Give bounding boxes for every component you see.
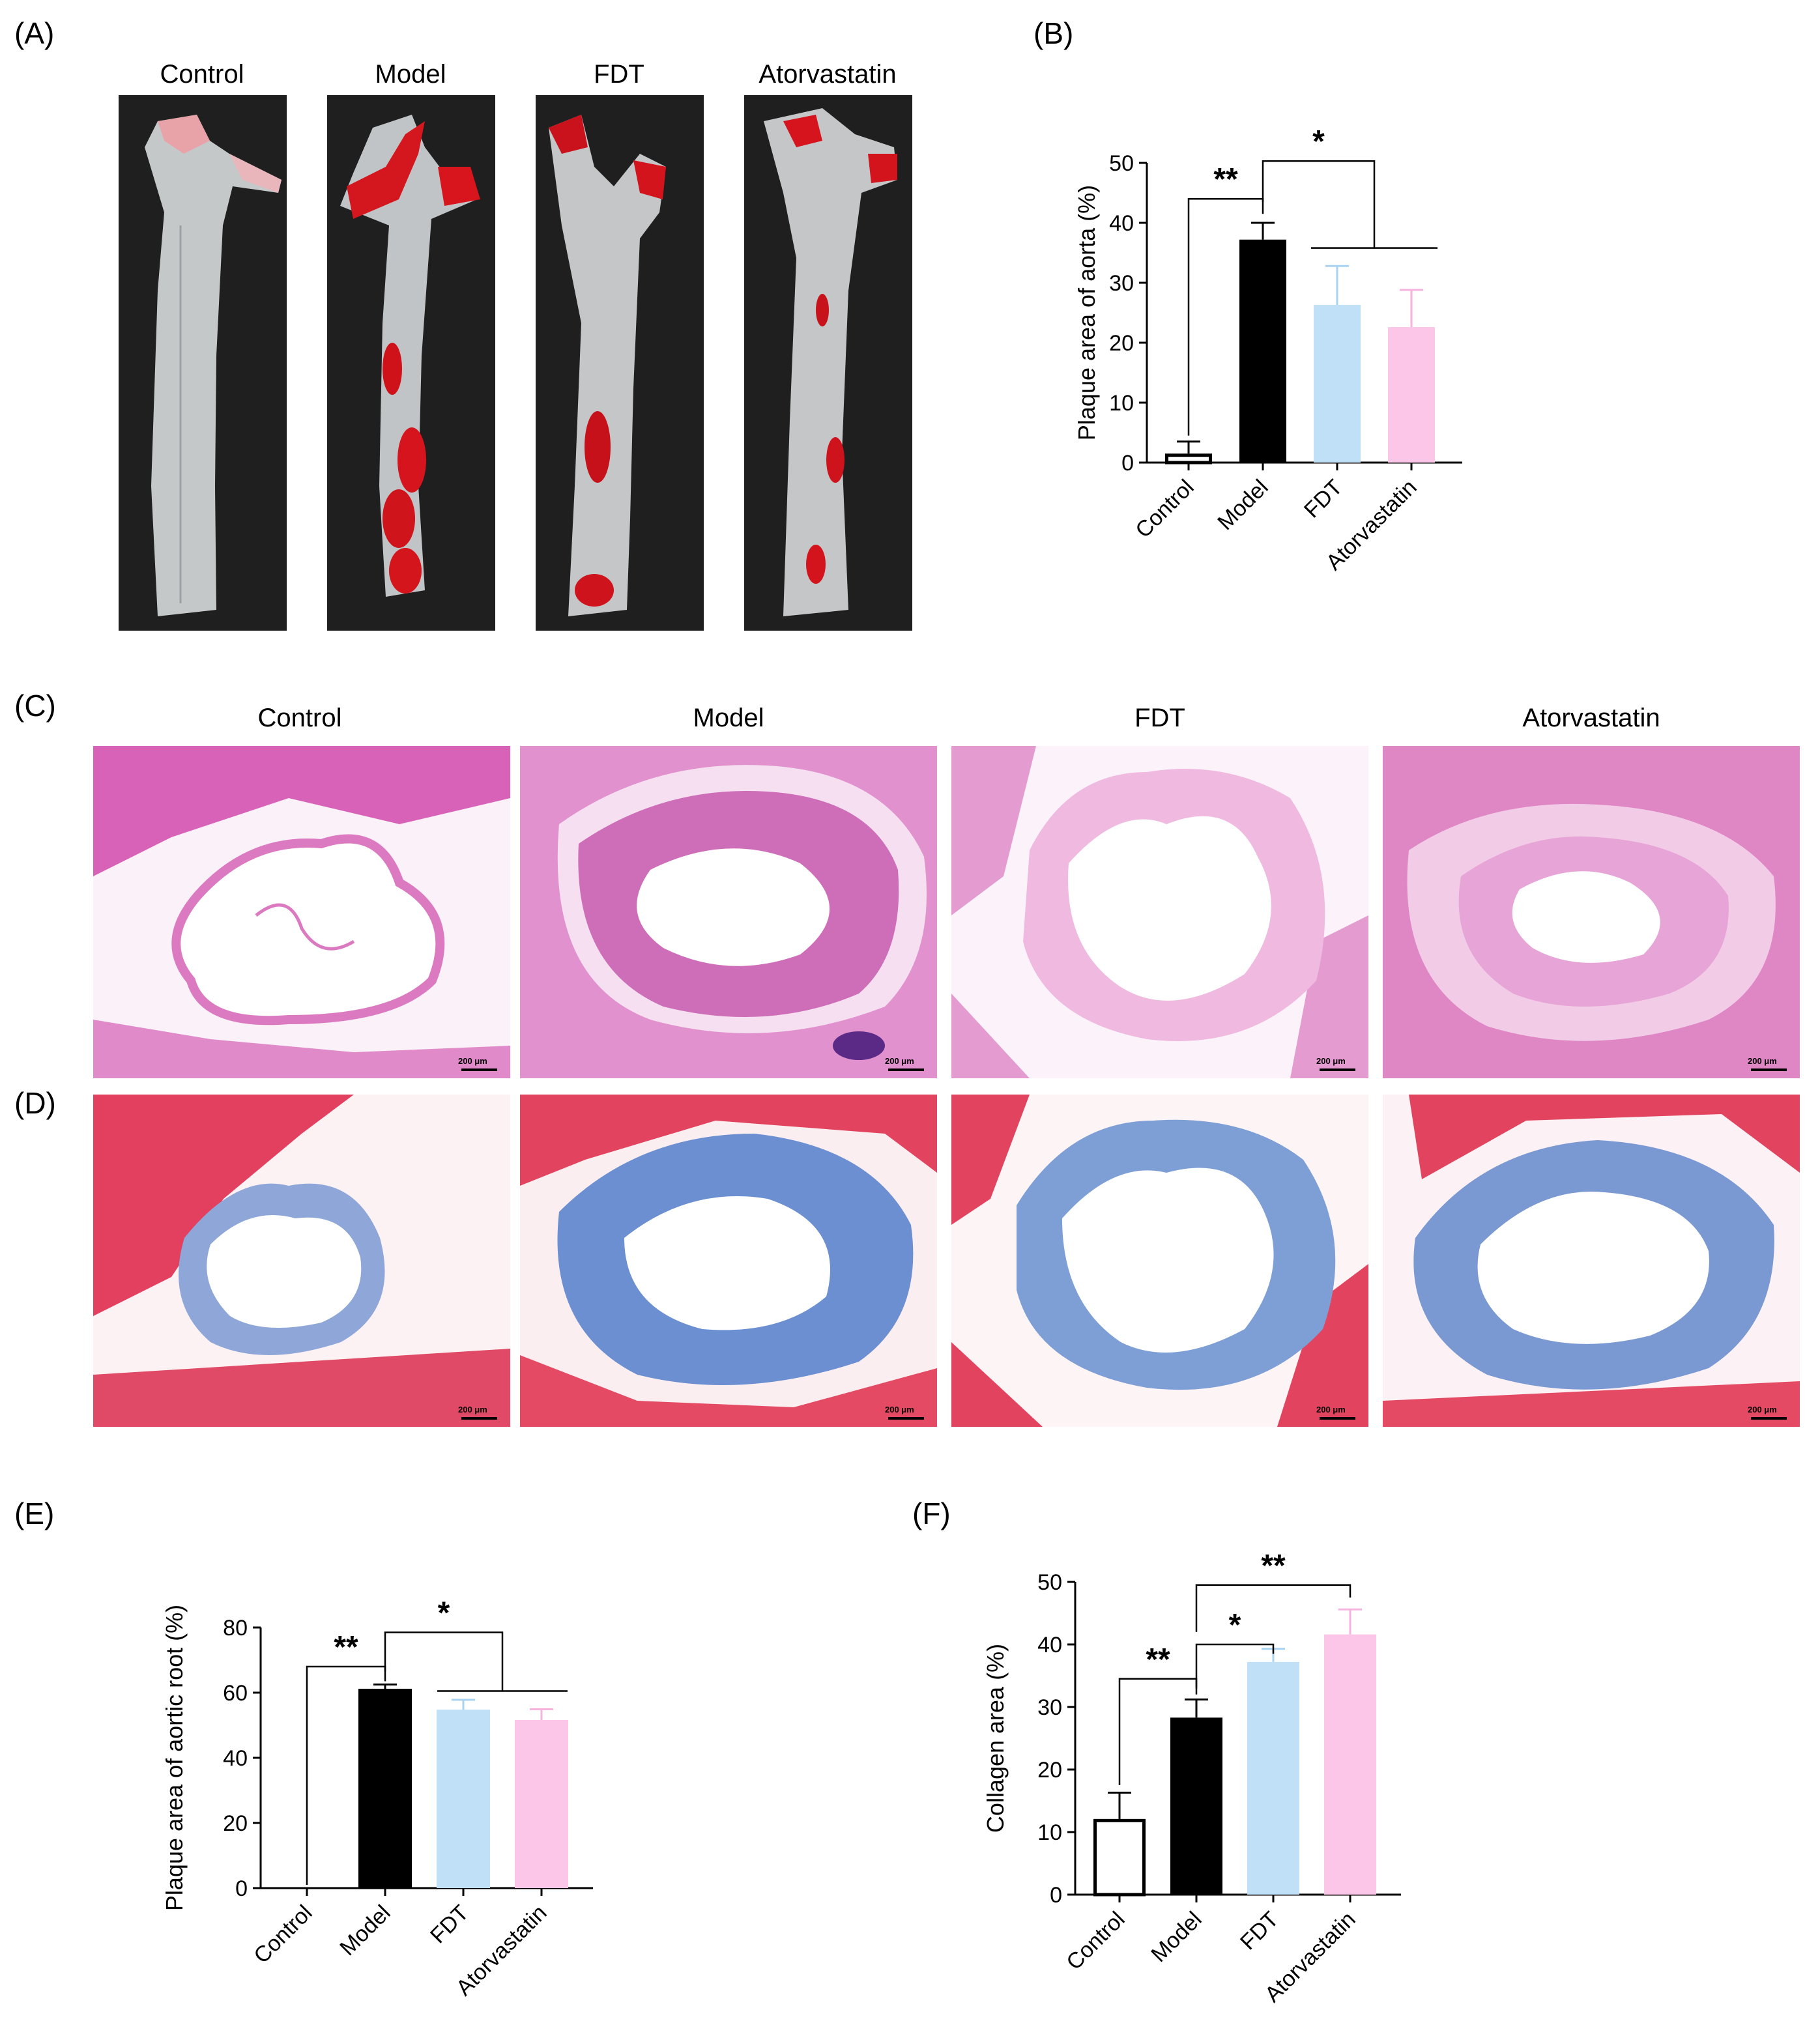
x-tick-label-model: Model xyxy=(335,1900,395,1960)
bar-control xyxy=(1165,453,1212,465)
aorta-photo-model xyxy=(327,95,495,631)
panel-label-c: (C) xyxy=(14,689,56,723)
group-label-model: Model xyxy=(375,60,446,89)
significance-bracket xyxy=(1262,160,1376,248)
scale-bar-label: 200 μm xyxy=(885,1405,914,1414)
aorta-photo-control xyxy=(119,95,287,631)
y-tick-label: 40 xyxy=(1109,211,1134,236)
group-label-fdt: FDT xyxy=(594,60,644,89)
bar-atorvastatin xyxy=(515,1720,568,1888)
bar-fdt xyxy=(1247,1661,1299,1895)
y-tick-label: 60 xyxy=(223,1681,248,1706)
y-tick-label: 40 xyxy=(223,1746,248,1771)
plaque-area-aortic-root-chart: 0 20 40 60 80 Plaque area of aortic root (%) C… xyxy=(161,1596,593,2001)
he-section-fdt: 200 μm xyxy=(951,746,1368,1078)
significance-bracket xyxy=(1195,1643,1275,1689)
he-group-label-atorvastatin: Atorvastatin xyxy=(1522,704,1660,732)
scale-bar-label: 200 μm xyxy=(458,1405,487,1414)
bar-fdt xyxy=(437,1710,490,1888)
scale-bar-label: 200 μm xyxy=(1748,1405,1777,1414)
x-tick-label-model: Model xyxy=(1213,475,1273,535)
he-section-atorvastatin: 200 μm xyxy=(1383,746,1800,1078)
y-tick-label: 0 xyxy=(1121,451,1134,476)
y-tick-label: 10 xyxy=(1109,391,1134,416)
y-tick-label: 10 xyxy=(1037,1820,1062,1845)
masson-section-fdt: 200 μm xyxy=(951,1095,1368,1427)
bar-atorvastatin xyxy=(1388,327,1435,463)
masson-section-model: 200 μm xyxy=(520,1095,937,1427)
y-axis-label: Plaque area of aorta (%) xyxy=(1073,185,1100,440)
significance-label: ** xyxy=(334,1630,358,1665)
y-tick-label: 20 xyxy=(1037,1758,1062,1783)
y-tick-label: 0 xyxy=(235,1876,248,1901)
panel-label-b: (B) xyxy=(1033,16,1074,50)
y-tick-label: 50 xyxy=(1109,151,1134,176)
panel-label-e: (E) xyxy=(14,1497,55,1530)
y-tick-label: 20 xyxy=(1109,331,1134,356)
significance-bracket xyxy=(1187,197,1264,436)
y-tick-label: 40 xyxy=(1037,1633,1062,1657)
significance-label: * xyxy=(438,1596,450,1631)
y-axis-label: Collagen area (%) xyxy=(982,1644,1009,1833)
group-label-control: Control xyxy=(160,60,244,89)
x-tick-label-fdt: FDT xyxy=(1299,475,1348,523)
masson-section-control: 200 μm xyxy=(93,1095,510,1427)
panel-label-d: (D) xyxy=(14,1086,56,1120)
significance-bracket xyxy=(306,1665,386,1885)
x-tick-label-fdt: FDT xyxy=(1235,1907,1284,1955)
significance-label: ** xyxy=(1213,162,1238,197)
bar-fdt xyxy=(1314,305,1361,463)
y-tick-label: 50 xyxy=(1037,1570,1062,1595)
scale-bar-label: 200 μm xyxy=(885,1056,914,1066)
x-tick-label-control: Control xyxy=(249,1900,317,1968)
x-tick-label-model: Model xyxy=(1146,1907,1206,1967)
masson-section-atorvastatin: 200 μm xyxy=(1383,1095,1800,1427)
panel-label-f: (F) xyxy=(912,1497,951,1530)
scale-bar-label: 200 μm xyxy=(1748,1056,1777,1066)
he-section-control: 200 μm xyxy=(93,746,510,1078)
significance-label: * xyxy=(1312,124,1325,159)
bar-atorvastatin xyxy=(1324,1634,1376,1895)
y-tick-label: 0 xyxy=(1050,1883,1062,1908)
significance-bracket xyxy=(1195,1584,1351,1632)
y-tick-label: 30 xyxy=(1109,271,1134,296)
panel-label-a: (A) xyxy=(14,16,55,50)
x-tick-label-fdt: FDT xyxy=(426,1900,474,1949)
collagen-area-chart: 0 10 20 30 40 50 Collagen area (%) Control Model… xyxy=(982,1549,1401,2007)
scale-bar-label: 200 μm xyxy=(1316,1405,1346,1414)
y-axis-label: Plaque area of aortic root (%) xyxy=(161,1605,188,1911)
bar-model xyxy=(358,1689,412,1888)
scale-bar-label: 200 μm xyxy=(458,1056,487,1066)
significance-label: ** xyxy=(1261,1549,1286,1583)
y-tick-label: 80 xyxy=(223,1616,248,1641)
he-group-label-control: Control xyxy=(257,704,342,732)
y-tick-label: 20 xyxy=(223,1811,248,1836)
bar-control xyxy=(1093,1818,1146,1897)
scale-bar-label: 200 μm xyxy=(1316,1056,1346,1066)
bar-model xyxy=(1170,1717,1222,1895)
bar-model xyxy=(1239,239,1286,463)
aorta-photo-atorvastatin xyxy=(744,95,912,631)
group-label-atorvastatin: Atorvastatin xyxy=(758,60,897,89)
x-tick-label-control: Control xyxy=(1131,475,1198,543)
he-group-label-model: Model xyxy=(693,704,764,732)
y-tick-label: 30 xyxy=(1037,1695,1062,1720)
significance-label: ** xyxy=(1146,1642,1170,1677)
he-section-model: 200 μm xyxy=(520,746,937,1078)
he-group-label-fdt: FDT xyxy=(1134,704,1185,732)
x-tick-label-control: Control xyxy=(1062,1907,1129,1975)
significance-label: * xyxy=(1229,1608,1241,1642)
aorta-photo-fdt xyxy=(536,95,704,631)
significance-bracket xyxy=(384,1631,504,1691)
plaque-area-aorta-chart: 0 10 20 30 40 50 Plaque area of aorta (%) Contr… xyxy=(1073,124,1462,575)
